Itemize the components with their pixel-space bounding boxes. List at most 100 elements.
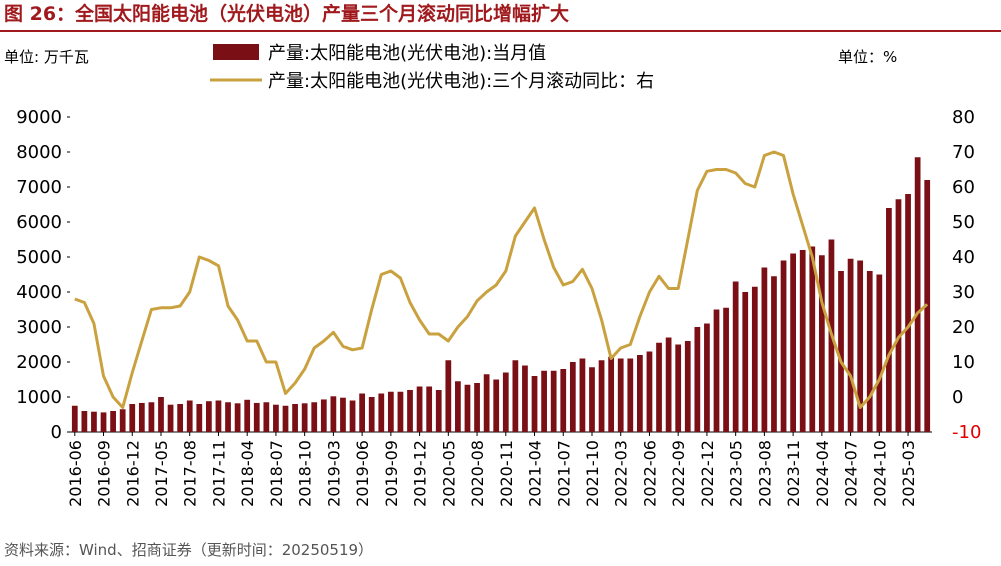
x-tick-label: 2024-04 bbox=[813, 440, 832, 507]
bar bbox=[253, 402, 260, 432]
bar bbox=[148, 402, 155, 432]
bar bbox=[799, 250, 806, 432]
y2-tick-label: 50 bbox=[952, 212, 975, 233]
y-tick-label: 6000 bbox=[16, 212, 62, 233]
bar bbox=[483, 374, 490, 432]
x-tick-label: 2018-10 bbox=[296, 440, 315, 507]
bar bbox=[589, 367, 595, 432]
y-tick-label: 9000 bbox=[16, 107, 62, 128]
bar bbox=[426, 386, 433, 432]
bar bbox=[617, 358, 624, 432]
bar bbox=[129, 404, 136, 432]
legend-label: 产量:太阳能电池(光伏电池):当月值 bbox=[268, 43, 546, 64]
x-tick-label: 2019-09 bbox=[382, 440, 401, 507]
bar bbox=[694, 327, 701, 432]
bar bbox=[541, 370, 547, 432]
bar bbox=[627, 358, 634, 432]
x-tick-label: 2016-12 bbox=[123, 440, 142, 507]
y-tick-label: 8000 bbox=[16, 142, 62, 163]
bar bbox=[780, 260, 787, 432]
bar bbox=[512, 360, 519, 432]
bar bbox=[340, 397, 346, 432]
y-tick-label: 0 bbox=[51, 422, 62, 443]
x-tick-label: 2020-08 bbox=[468, 440, 487, 507]
bar bbox=[416, 386, 423, 432]
bar bbox=[502, 372, 509, 432]
bar bbox=[455, 381, 461, 432]
bar bbox=[732, 281, 739, 432]
x-tick-label: 2022-12 bbox=[698, 440, 717, 507]
bar bbox=[282, 405, 289, 432]
bar bbox=[742, 292, 749, 432]
bar bbox=[531, 376, 538, 432]
bar bbox=[110, 411, 116, 432]
bar bbox=[637, 355, 643, 432]
bar bbox=[407, 390, 413, 432]
bar bbox=[684, 341, 691, 432]
bar bbox=[905, 194, 911, 432]
bar bbox=[579, 358, 586, 432]
x-tick-label: 2020-05 bbox=[439, 440, 458, 507]
bar bbox=[857, 260, 864, 432]
x-tick-label: 2016-06 bbox=[66, 440, 85, 507]
x-tick-label: 2023-05 bbox=[727, 440, 746, 507]
bar bbox=[100, 412, 107, 432]
x-tick-label: 2021-04 bbox=[526, 440, 545, 507]
y-unit: 单位: 万千瓦 bbox=[4, 48, 89, 66]
bar bbox=[215, 400, 222, 432]
bar bbox=[704, 323, 710, 432]
bar bbox=[522, 365, 528, 432]
bar bbox=[713, 309, 720, 432]
bar bbox=[914, 157, 921, 432]
bar bbox=[608, 356, 615, 432]
x-tick-label: 2019-06 bbox=[353, 440, 372, 507]
bar bbox=[330, 396, 337, 432]
bar bbox=[493, 379, 500, 432]
bar bbox=[349, 400, 356, 432]
bar bbox=[569, 362, 576, 432]
bar bbox=[751, 286, 758, 432]
x-tick-label: 2017-11 bbox=[209, 440, 228, 507]
x-tick-label: 2018-04 bbox=[238, 440, 257, 507]
bar bbox=[71, 405, 78, 432]
source: 资料来源：Wind、招商证券（更新时间：20250519） bbox=[4, 541, 373, 559]
y2-tick-label: 30 bbox=[952, 282, 975, 303]
bar bbox=[359, 393, 365, 432]
bar bbox=[598, 360, 605, 432]
bar bbox=[665, 337, 672, 432]
bar bbox=[301, 403, 308, 432]
bar bbox=[206, 401, 212, 432]
x-tick-label: 2024-07 bbox=[842, 440, 861, 507]
bar bbox=[838, 271, 844, 432]
x-tick-label: 2024-10 bbox=[870, 440, 889, 507]
chart-title: 图 26：全国太阳能电池（光伏电池）产量三个月滚动同比增幅扩大 bbox=[4, 2, 569, 25]
bar bbox=[292, 404, 298, 432]
x-tick-label: 2022-03 bbox=[612, 440, 631, 507]
bar bbox=[273, 404, 279, 432]
x-tick-label: 2017-05 bbox=[152, 440, 171, 507]
y2-tick-label: -10 bbox=[952, 422, 981, 443]
y2-tick-label: 40 bbox=[952, 247, 975, 268]
bar bbox=[646, 351, 653, 432]
bar bbox=[895, 199, 902, 432]
x-tick-label: 2022-06 bbox=[640, 440, 659, 507]
bar bbox=[876, 274, 883, 432]
x-tick-label: 2016-09 bbox=[95, 440, 114, 507]
bar bbox=[244, 399, 251, 432]
y2-tick-label: 10 bbox=[952, 352, 975, 373]
bar bbox=[368, 397, 375, 432]
x-tick-label: 2017-08 bbox=[181, 440, 200, 507]
legend-label: 产量:太阳能电池(光伏电池):三个月滚动同比：右 bbox=[268, 71, 654, 92]
bar bbox=[81, 411, 88, 432]
bar bbox=[387, 391, 394, 432]
y2-tick-label: 70 bbox=[952, 142, 975, 163]
y2-tick-label: 0 bbox=[952, 387, 963, 408]
bar bbox=[167, 404, 174, 432]
x-tick-label: 2021-10 bbox=[583, 440, 602, 507]
x-tick-label: 2020-11 bbox=[497, 440, 516, 507]
y2-tick-label: 60 bbox=[952, 177, 975, 198]
y-tick-label: 1000 bbox=[16, 387, 62, 408]
bar bbox=[445, 360, 452, 432]
